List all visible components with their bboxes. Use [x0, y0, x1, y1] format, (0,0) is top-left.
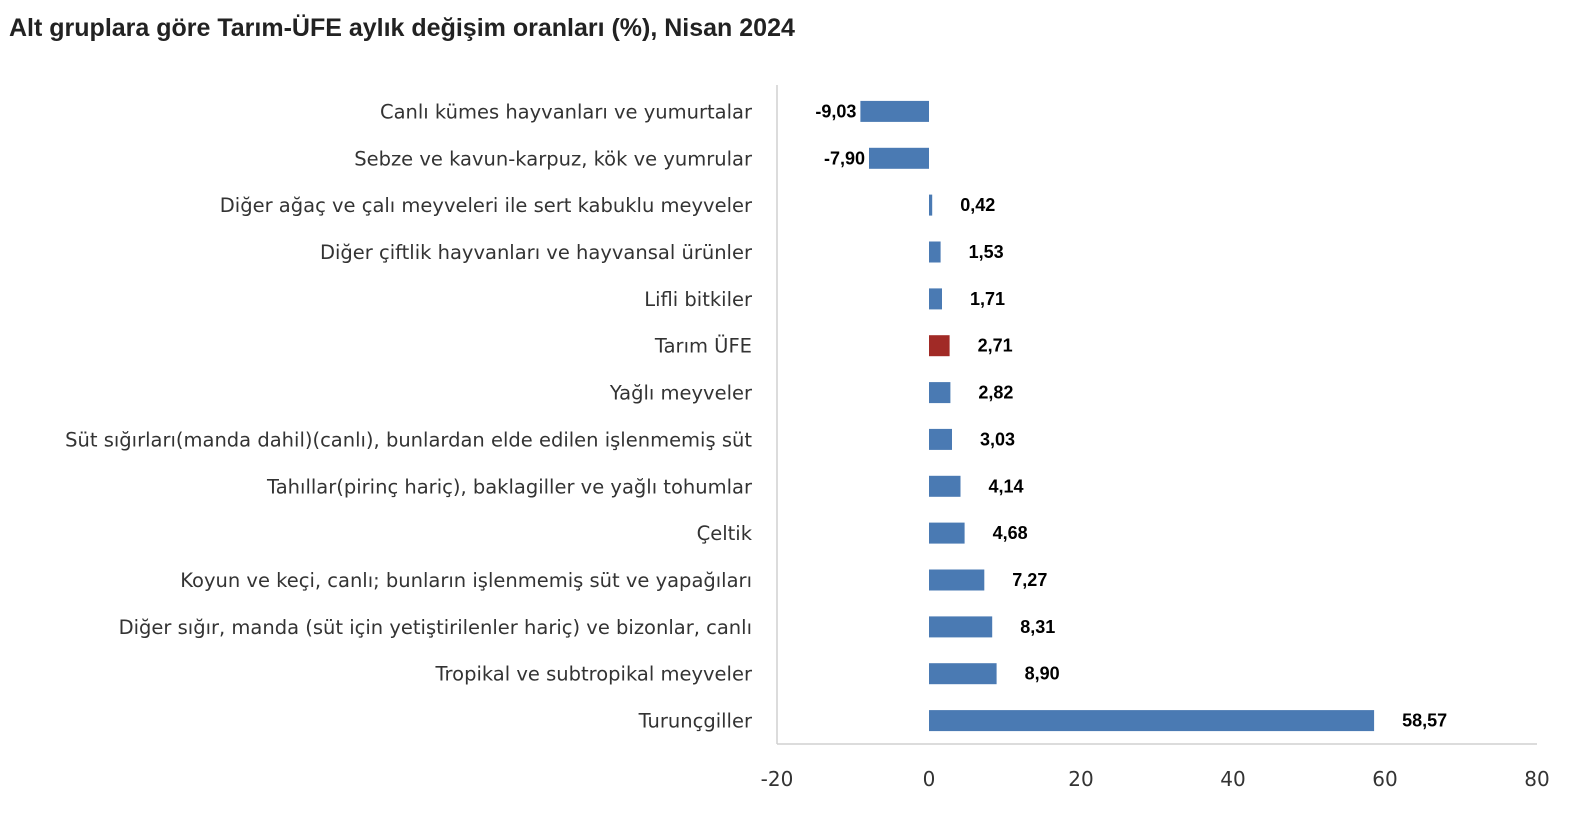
value-label: 3,03	[980, 429, 1015, 449]
x-tick-label: 80	[1524, 767, 1549, 791]
category-label: Canlı kümes hayvanları ve yumurtalar	[380, 100, 753, 123]
bar-lifli-bitkiler	[929, 288, 942, 310]
axis-layer: -20 0 20 40 60 80	[761, 85, 1550, 791]
category-label: Tarım ÜFE	[654, 335, 752, 358]
value-label: 2,82	[978, 383, 1013, 403]
chart-title: Alt gruplara göre Tarım-ÜFE aylık değişi…	[9, 14, 795, 42]
bar-tarim-ufe	[929, 335, 950, 357]
value-label: 1,53	[969, 242, 1004, 262]
bars-layer	[860, 100, 1375, 732]
bar-tropikal-ve-subtropikal-meyveler	[929, 663, 997, 685]
bar-sut-sigirlari-manda-dahil-canli-bunlarda	[929, 428, 952, 450]
bar-celtik	[929, 522, 965, 544]
category-label: Yağlı meyveler	[609, 382, 753, 405]
value-label: 4,14	[989, 476, 1024, 496]
value-label: 8,90	[1025, 664, 1060, 684]
x-tick-label: 40	[1220, 767, 1245, 791]
value-label: 0,42	[960, 195, 995, 215]
bar-diger-sigir-manda-sut-icin-yetistirilenl	[929, 616, 993, 638]
category-label: Diğer ağaç ve çalı meyveleri ile sert ka…	[220, 194, 753, 217]
value-label: 8,31	[1020, 617, 1055, 637]
category-label: Diğer çiftlik hayvanları ve hayvansal ür…	[320, 241, 753, 264]
category-label: Tropikal ve subtropikal meyveler	[435, 663, 753, 686]
value-label: 7,27	[1012, 570, 1047, 590]
labels-layer: Canlı kümes hayvanları ve yumurtalar -9,0…	[65, 100, 1447, 732]
value-label: -9,03	[815, 101, 856, 121]
bar-canli-kumes-hayvanlari-ve-yumurtalar	[860, 100, 929, 122]
bar-diger-ciftlik-hayvanlari-ve-hayvansal-ur	[929, 241, 941, 263]
bar-yagli-meyveler	[929, 382, 951, 404]
category-label: Lifli bitkiler	[644, 288, 753, 311]
x-tick-label: 60	[1372, 767, 1397, 791]
bar-koyun-ve-keci-canli-bunlarin-islenmemis-	[929, 569, 985, 591]
x-tick-label: 0	[923, 767, 936, 791]
value-label: -7,90	[824, 148, 865, 168]
x-tick-label: -20	[761, 767, 794, 791]
category-label: Süt sığırları(manda dahil)(canlı), bunla…	[65, 428, 752, 451]
value-label: 2,71	[978, 336, 1013, 356]
category-label: Diğer sığır, manda (süt için yetiştirile…	[119, 616, 752, 639]
value-label: 4,68	[993, 523, 1028, 543]
category-label: Çeltik	[697, 522, 753, 545]
bar-turuncgiller	[929, 710, 1375, 732]
value-label: 1,71	[970, 289, 1005, 309]
category-label: Koyun ve keçi, canlı; bunların işlenmemi…	[180, 569, 752, 592]
category-label: Tahıllar(pirinç hariç), baklagiller ve y…	[266, 475, 753, 498]
value-label: 58,57	[1402, 711, 1447, 731]
category-label: Turunçgiller	[638, 710, 753, 733]
x-tick-label: 20	[1068, 767, 1093, 791]
bar-sebze-ve-kavun-karpuz-kok-ve-yumrular	[869, 147, 929, 169]
bar-tahillar-pirinc-haric-baklagiller-ve-yag	[929, 475, 961, 497]
category-label: Sebze ve kavun-karpuz, kök ve yumrular	[354, 147, 753, 170]
bar-diger-agac-ve-cali-meyveleri-ile-sert-ka	[929, 194, 933, 216]
